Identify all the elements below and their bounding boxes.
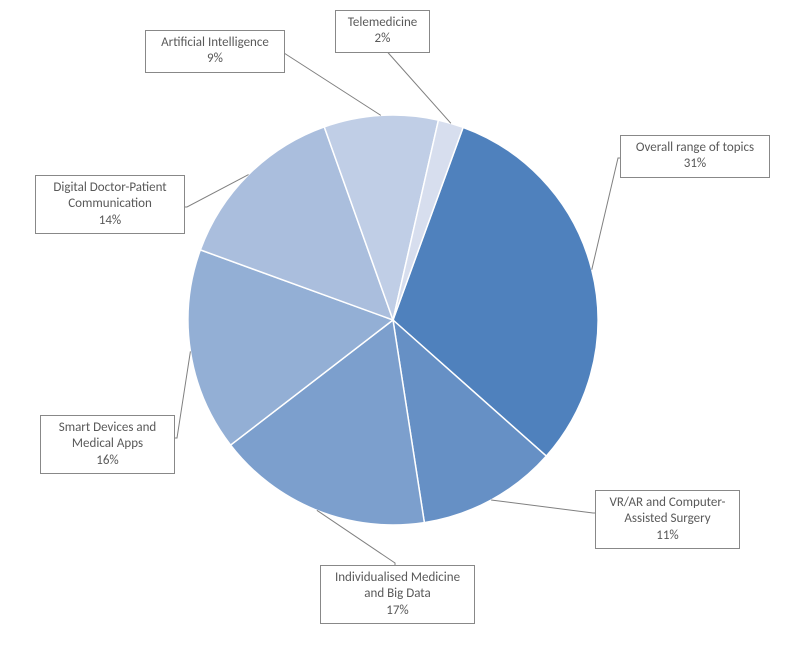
pie-label-pct: 17% [329,603,466,619]
pie-label-pct: 31% [629,156,761,172]
pie-label-name: Telemedicine [344,15,421,31]
pie-label: Telemedicine2% [335,10,430,53]
pie-label-name: Artificial Intelligence [154,35,276,51]
pie-label-pct: 16% [49,453,166,469]
pie-label: Artificial Intelligence9% [145,30,285,73]
pie-label-name: Smart Devices and Medical Apps [49,420,166,453]
pie-label: Digital Doctor-Patient Communication14% [35,175,185,234]
leader-line [592,158,620,270]
pie-label-pct: 2% [344,31,421,47]
pie-label: Overall range of topics31% [620,135,770,178]
pie-label-name: VR/AR and Computer-Assisted Surgery [604,495,731,528]
pie-label: Smart Devices and Medical Apps16% [40,415,175,474]
pie-label-pct: 11% [604,528,731,544]
pie-label-pct: 14% [44,213,176,229]
pie-label: VR/AR and Computer-Assisted Surgery11% [595,490,740,549]
leader-line [284,53,381,115]
pie-chart [0,0,787,662]
leader-line [491,500,595,513]
pie-label-name: Overall range of topics [629,140,761,156]
pie-label-name: Individualised Medicine and Big Data [329,570,466,603]
pie-label-pct: 9% [154,51,276,67]
pie-label-name: Digital Doctor-Patient Communication [44,180,176,213]
pie-label: Individualised Medicine and Big Data17% [320,565,475,624]
leader-line [175,351,190,438]
